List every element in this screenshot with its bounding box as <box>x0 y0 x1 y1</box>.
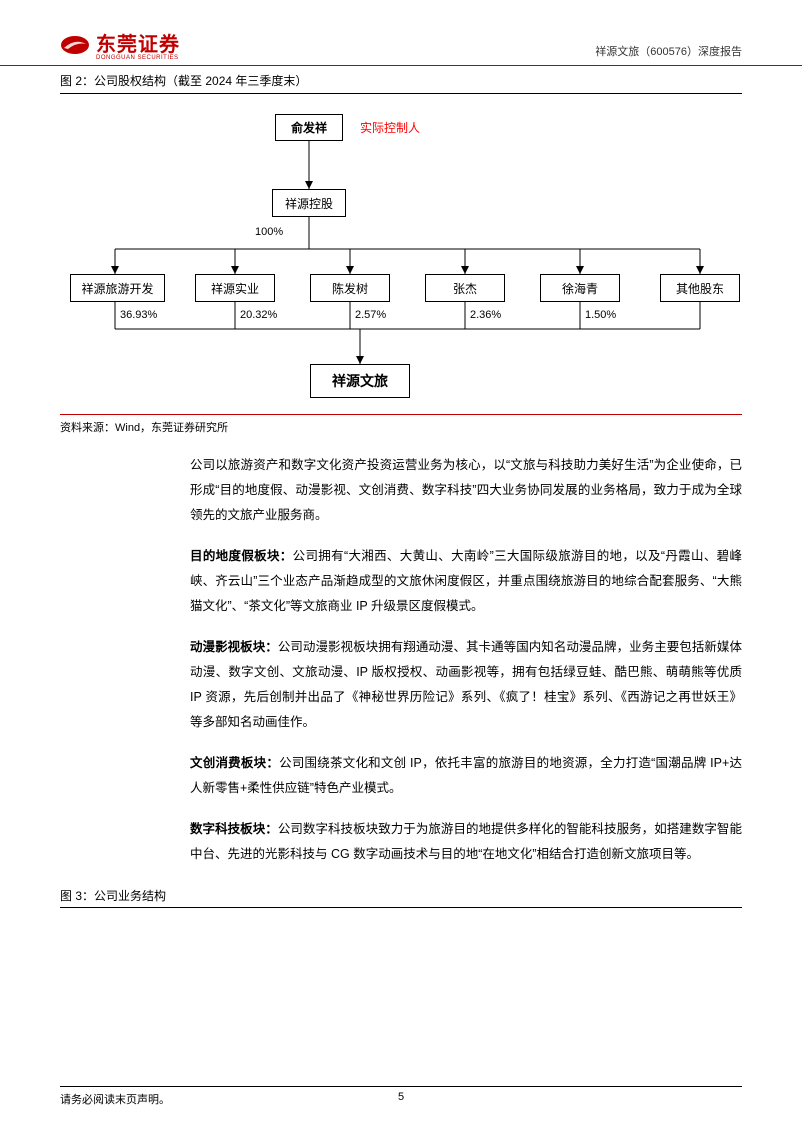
figure-3-title-bar: 图 3：公司业务结构 <box>60 883 742 908</box>
figure-3-title: 图 3：公司业务结构 <box>60 889 166 903</box>
body-text: 公司以旅游资产和数字文化资产投资运营业务为核心，以“文旅与科技助力美好生活”为企… <box>60 453 742 867</box>
node-child-0: 祥源旅游开发 <box>70 274 165 302</box>
figure-2-title-bar: 图 2：公司股权结构（截至 2024 年三季度末） <box>60 66 742 94</box>
pct-4: 1.50% <box>585 309 616 321</box>
pct-3: 2.36% <box>470 309 501 321</box>
footer-disclaimer: 请务必阅读末页声明。 <box>60 1091 170 1107</box>
node-holding: 祥源控股 <box>272 189 346 217</box>
segment-3: 文创消费板块：公司围绕茶文化和文创 IP，依托丰富的旅游目的地资源，全力打造“国… <box>190 751 742 801</box>
figure-2-title: 图 2：公司股权结构（截至 2024 年三季度末） <box>60 74 307 88</box>
intro-paragraph: 公司以旅游资产和数字文化资产投资运营业务为核心，以“文旅与科技助力美好生活”为企… <box>190 453 742 528</box>
seg2-title: 动漫影视板块： <box>190 640 278 654</box>
segment-2: 动漫影视板块：公司动漫影视板块拥有翔通动漫、其卡通等国内知名动漫品牌，业务主要包… <box>190 635 742 735</box>
page-header: 东莞证券 DONGGUAN SECURITIES 祥源文旅（600576）深度报… <box>0 0 802 66</box>
logo-text: 东莞证券 DONGGUAN SECURITIES <box>96 28 180 61</box>
seg1-title: 目的地度假板块： <box>190 549 293 563</box>
logo-block: 东莞证券 DONGGUAN SECURITIES <box>60 28 180 61</box>
segment-4: 数字科技板块：公司数字科技板块致力于为旅游目的地提供多样化的智能科技服务，如搭建… <box>190 817 742 867</box>
header-right-text: 祥源文旅（600576）深度报告 <box>595 43 742 61</box>
holding-pct: 100% <box>255 226 283 238</box>
logo-icon <box>60 34 90 56</box>
node-child-1: 祥源实业 <box>195 274 275 302</box>
controller-label: 实际控制人 <box>360 119 420 136</box>
node-child-3: 张杰 <box>425 274 505 302</box>
seg3-title: 文创消费板块： <box>190 756 279 770</box>
seg4-title: 数字科技板块： <box>190 822 278 836</box>
pct-1: 20.32% <box>240 309 277 321</box>
page-footer: 请务必阅读末页声明。 5 <box>60 1086 742 1107</box>
node-company: 祥源文旅 <box>310 364 410 398</box>
pct-0: 36.93% <box>120 309 157 321</box>
node-child-5: 其他股东 <box>660 274 740 302</box>
ownership-diagram: 俞发祥 实际控制人 祥源控股 100% 祥源旅游开发 祥源实业 陈发树 张杰 徐… <box>60 94 742 414</box>
segment-1: 目的地度假板块：公司拥有“大湘西、大黄山、大南岭”三大国际级旅游目的地，以及“丹… <box>190 544 742 619</box>
figure-2-source: 资料来源：Wind，东莞证券研究所 <box>60 414 742 435</box>
logo-cn: 东莞证券 <box>96 34 180 56</box>
node-child-4: 徐海青 <box>540 274 620 302</box>
pct-2: 2.57% <box>355 309 386 321</box>
logo-en: DONGGUAN SECURITIES <box>96 55 180 61</box>
node-controller: 俞发祥 <box>275 114 343 141</box>
node-child-2: 陈发树 <box>310 274 390 302</box>
page-number: 5 <box>398 1091 404 1103</box>
